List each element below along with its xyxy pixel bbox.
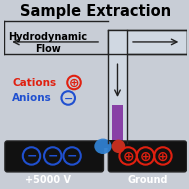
Bar: [108, 30, 127, 143]
Text: ⊕: ⊕: [140, 149, 151, 163]
Bar: [112, 105, 123, 146]
Text: −: −: [67, 150, 77, 163]
Text: ⊕: ⊕: [157, 149, 169, 163]
Bar: [108, 30, 187, 53]
Bar: [108, 30, 187, 53]
FancyBboxPatch shape: [108, 141, 187, 172]
Text: +5000 V: +5000 V: [25, 175, 71, 185]
Text: ⊕: ⊕: [122, 149, 134, 163]
Text: −: −: [64, 93, 73, 103]
FancyBboxPatch shape: [5, 141, 104, 172]
Text: ⊕: ⊕: [69, 77, 79, 90]
Text: −: −: [47, 150, 58, 163]
Text: Cations: Cations: [12, 77, 56, 88]
Ellipse shape: [94, 139, 112, 154]
Bar: [101, 140, 118, 148]
Text: Anions: Anions: [12, 93, 52, 103]
Text: Hydrodynamic
Flow: Hydrodynamic Flow: [8, 32, 88, 54]
Ellipse shape: [112, 139, 125, 153]
Text: Ground: Ground: [127, 175, 168, 185]
Text: −: −: [26, 150, 37, 163]
Text: Sample Extraction: Sample Extraction: [20, 5, 171, 19]
Bar: [4, 21, 108, 146]
